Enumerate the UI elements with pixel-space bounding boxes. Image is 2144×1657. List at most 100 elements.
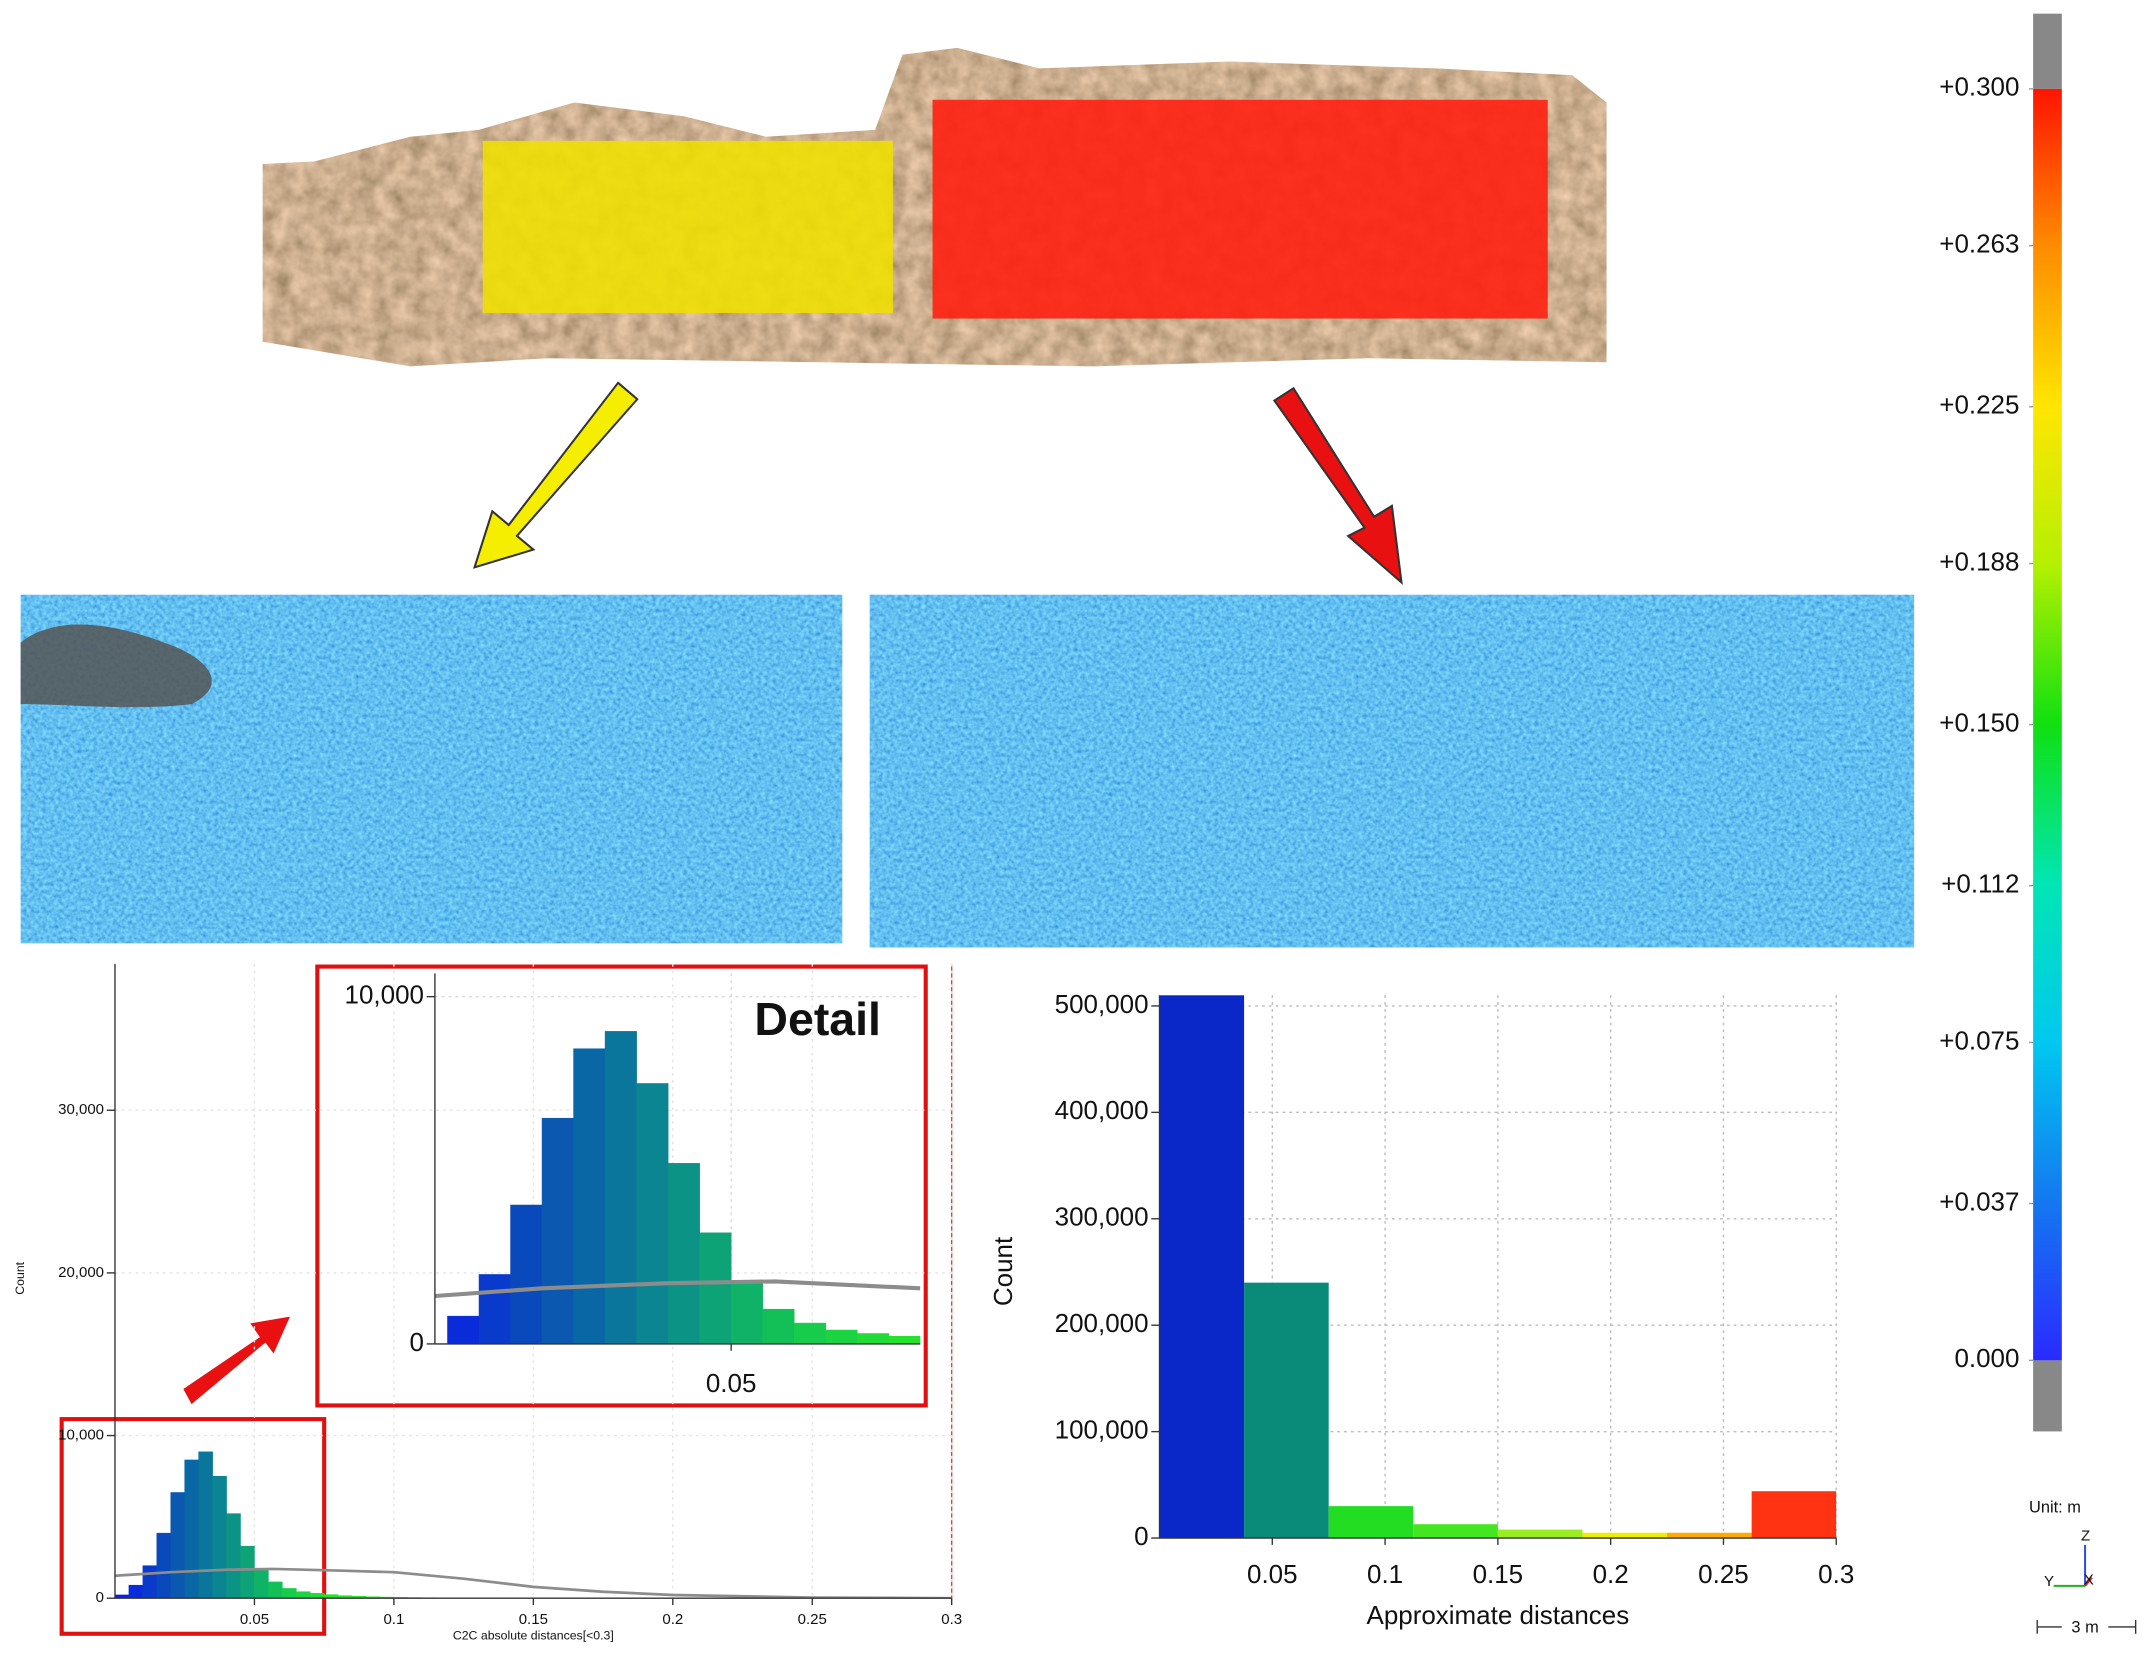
colorbar-label: +0.150 [1939, 707, 2019, 737]
x-tick-label: 0.15 [519, 1611, 548, 1628]
colorbar-label: 0.000 [1954, 1343, 2019, 1373]
x-axis-label: C2C absolute distances[<0.3] [453, 1629, 614, 1643]
x-tick-label: 0.1 [1367, 1559, 1403, 1589]
y-tick-label: 10,000 [345, 980, 424, 1010]
bar [1497, 1529, 1583, 1539]
distance-map-left [20, 594, 843, 944]
colorbar: +0.300 +0.263 +0.225 +0.188 +0.150 +0.112 +0.0… [1939, 13, 2062, 1432]
bar [762, 1308, 795, 1344]
bar [1244, 1282, 1329, 1539]
x-tick-label: 0.25 [1698, 1559, 1749, 1589]
fit-curve [114, 1567, 952, 1599]
detail-title: Detail [754, 993, 881, 1045]
bar [1413, 1524, 1498, 1539]
bar [170, 1492, 185, 1599]
bar [541, 1117, 574, 1344]
colorbar-label: +0.037 [1939, 1186, 2019, 1216]
x-tick-label: 0.15 [1473, 1559, 1524, 1589]
x-tick-label: 0.05 [706, 1368, 757, 1398]
bar [142, 1565, 158, 1599]
y-axis-label: Count [13, 1261, 27, 1294]
histogram-chart: 0 100,000 200,000 300,000 400,000 500,000 0.05… [988, 989, 1854, 1630]
bar [268, 1581, 283, 1599]
bar [888, 1336, 921, 1344]
y-tick-label: 0 [410, 1327, 424, 1357]
y-tick-label: 10,000 [58, 1427, 104, 1444]
bar [478, 1274, 511, 1344]
y-tick-label: 20,000 [58, 1264, 104, 1281]
x-tick-label: 0.05 [240, 1611, 269, 1628]
axis-y: Y [2044, 1573, 2054, 1590]
bar [510, 1204, 543, 1344]
bar [1582, 1532, 1668, 1539]
y-axis-label: Count [988, 1236, 1018, 1306]
x-tick-label: 0.3 [941, 1611, 962, 1628]
bar [636, 1083, 669, 1344]
y-tick-label: 100,000 [1055, 1414, 1149, 1444]
y-tick-label: 200,000 [1055, 1308, 1149, 1338]
bars [434, 1031, 921, 1344]
histogram-chart: 0 10,000 0.05 Detail [345, 973, 921, 1398]
bar [156, 1532, 172, 1599]
scale-bar-label: 3 m [2071, 1619, 2098, 1637]
bar [699, 1232, 732, 1344]
zoom-arrow [183, 1316, 290, 1405]
bar [1328, 1506, 1414, 1539]
x-tick-label: 0.2 [662, 1611, 683, 1628]
x-tick-label: 0.25 [798, 1611, 827, 1628]
y-tick-label: 300,000 [1055, 1202, 1149, 1232]
colorbar-cap [2033, 1360, 2062, 1432]
bar [1751, 1491, 1837, 1539]
bar [1667, 1532, 1752, 1539]
bars [114, 1451, 952, 1599]
bar [198, 1451, 213, 1599]
x-tick-label: 0.05 [1247, 1559, 1298, 1589]
axis-x: X [2084, 1571, 2094, 1588]
bar [254, 1568, 269, 1599]
distance-map-right [869, 594, 1915, 948]
bar [128, 1584, 144, 1599]
bar [212, 1475, 227, 1599]
bar [295, 1591, 311, 1599]
colorbar-label: +0.263 [1939, 229, 2019, 259]
bar [667, 1163, 700, 1344]
bar [184, 1459, 199, 1599]
bar [309, 1593, 325, 1599]
x-tick-label: 0.3 [1818, 1559, 1854, 1589]
y-tick-label: 0 [1134, 1521, 1148, 1551]
bar [226, 1513, 241, 1599]
x-axis-label: Approximate distances [1367, 1600, 1630, 1630]
bar [730, 1281, 763, 1344]
bar [604, 1031, 637, 1344]
colorbar-label: +0.225 [1939, 390, 2019, 420]
colorbar-label: +0.075 [1939, 1025, 2019, 1055]
y-tick-label: 400,000 [1055, 1095, 1149, 1125]
colorbar-scale [2033, 88, 2062, 1361]
bar [825, 1329, 858, 1344]
colorbar-label: +0.188 [1939, 546, 2019, 576]
y-tick-label: 30,000 [58, 1101, 104, 1118]
x-tick-label: 0.2 [1593, 1559, 1629, 1589]
yellow-arrow [472, 381, 639, 569]
axes-indicator: Z Y X [2044, 1528, 2094, 1590]
bar [447, 1315, 480, 1344]
red-arrow [1272, 386, 1403, 585]
bar [856, 1333, 890, 1344]
bar [1159, 995, 1245, 1539]
colorbar-label: +0.300 [1939, 72, 2019, 102]
colorbar-label: +0.112 [1941, 869, 2019, 899]
fit-curve [434, 1279, 921, 1299]
scale-bar: 3 m [2036, 1619, 2137, 1637]
y-tick-label: 500,000 [1055, 989, 1149, 1019]
y-tick-label: 0 [96, 1589, 104, 1606]
bar [282, 1588, 297, 1599]
axis-z: Z [2081, 1528, 2090, 1545]
bar [240, 1545, 255, 1599]
unit-label: Unit: m [2029, 1498, 2081, 1516]
colorbar-cap [2033, 13, 2062, 89]
bar [793, 1322, 826, 1344]
red-region [932, 99, 1548, 319]
zoom-region [59, 1417, 327, 1636]
